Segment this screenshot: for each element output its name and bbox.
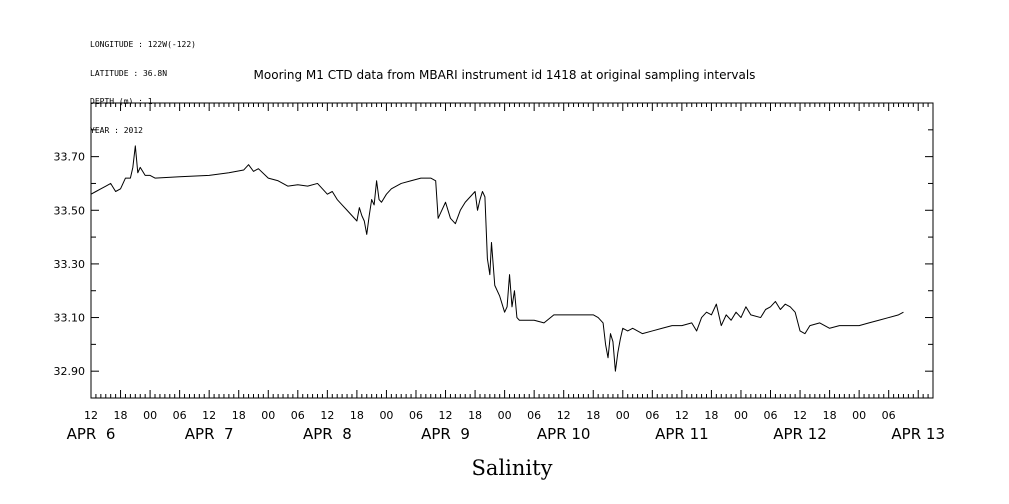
x-hour-tick-label: 00 <box>379 409 393 422</box>
salinity-line-0 <box>90 145 904 372</box>
x-hour-tick-label: 18 <box>468 409 482 422</box>
x-hour-tick-label: 06 <box>409 409 423 422</box>
x-hour-tick-label: 12 <box>439 409 453 422</box>
x-hour-tick-label: 00 <box>143 409 157 422</box>
x-hour-tick-label: 12 <box>202 409 216 422</box>
x-hour-tick-label: 12 <box>557 409 571 422</box>
x-hour-tick-label: 06 <box>645 409 659 422</box>
chart-title: Mooring M1 CTD data from MBARI instrumen… <box>253 68 756 82</box>
x-hour-tick-label: 12 <box>84 409 98 422</box>
x-day-label: APR 8 <box>303 425 352 443</box>
x-hour-tick-label: 12 <box>675 409 689 422</box>
y-tick-label: 32.90 <box>54 365 86 378</box>
latitude-line: LATITUDE : 36.8N <box>90 68 168 78</box>
location-metadata: LONGITUDE : 122W(-122) LATITUDE : 36.8N … <box>90 21 196 145</box>
x-day-label: APR 10 <box>537 425 591 443</box>
x-axis-label: Salinity <box>471 456 553 480</box>
x-day-label: APR 7 <box>185 425 234 443</box>
x-day-label: APR 11 <box>655 425 709 443</box>
x-hour-tick-label: 00 <box>852 409 866 422</box>
x-hour-tick-label: 06 <box>527 409 541 422</box>
x-hour-tick-label: 18 <box>704 409 718 422</box>
x-hour-tick-label: 00 <box>616 409 630 422</box>
x-hour-tick-label: 18 <box>232 409 246 422</box>
plot-frame <box>90 102 934 399</box>
y-tick-label: 33.70 <box>54 151 86 164</box>
x-day-label: APR 6 <box>67 425 116 443</box>
x-hour-tick-label: 18 <box>586 409 600 422</box>
x-hour-tick-label: 18 <box>823 409 837 422</box>
y-tick-label: 33.50 <box>54 204 86 217</box>
x-hour-tick-label: 12 <box>793 409 807 422</box>
x-hour-tick-label: 18 <box>350 409 364 422</box>
depth-line: DEPTH (m) : 1 <box>90 97 153 106</box>
series-group <box>90 145 904 372</box>
axis-ticks <box>90 102 934 399</box>
x-day-label: APR 12 <box>773 425 827 443</box>
x-hour-tick-label: 00 <box>261 409 275 422</box>
x-hour-tick-label: 06 <box>882 409 896 422</box>
x-hour-tick-label: 12 <box>320 409 334 422</box>
y-tick-label: 33.30 <box>54 258 86 271</box>
year-line: YEAR : 2012 <box>90 125 143 135</box>
y-tick-label: 33.10 <box>54 312 86 325</box>
x-hour-tick-label: 06 <box>764 409 778 422</box>
x-hour-tick-label: 18 <box>114 409 128 422</box>
x-hour-tick-label: 00 <box>734 409 748 422</box>
x-hour-tick-label: 00 <box>498 409 512 422</box>
axis-labels: 33.70 33.50 33.30 33.10 32.90 12 18 00 06 12 18 00 0… <box>54 151 946 443</box>
longitude-line: LONGITUDE : 122W(-122) <box>90 40 196 49</box>
x-day-label: APR 13 <box>891 425 945 443</box>
x-hour-tick-label: 06 <box>291 409 305 422</box>
x-hour-tick-label: 06 <box>173 409 187 422</box>
x-day-label: APR 9 <box>421 425 470 443</box>
